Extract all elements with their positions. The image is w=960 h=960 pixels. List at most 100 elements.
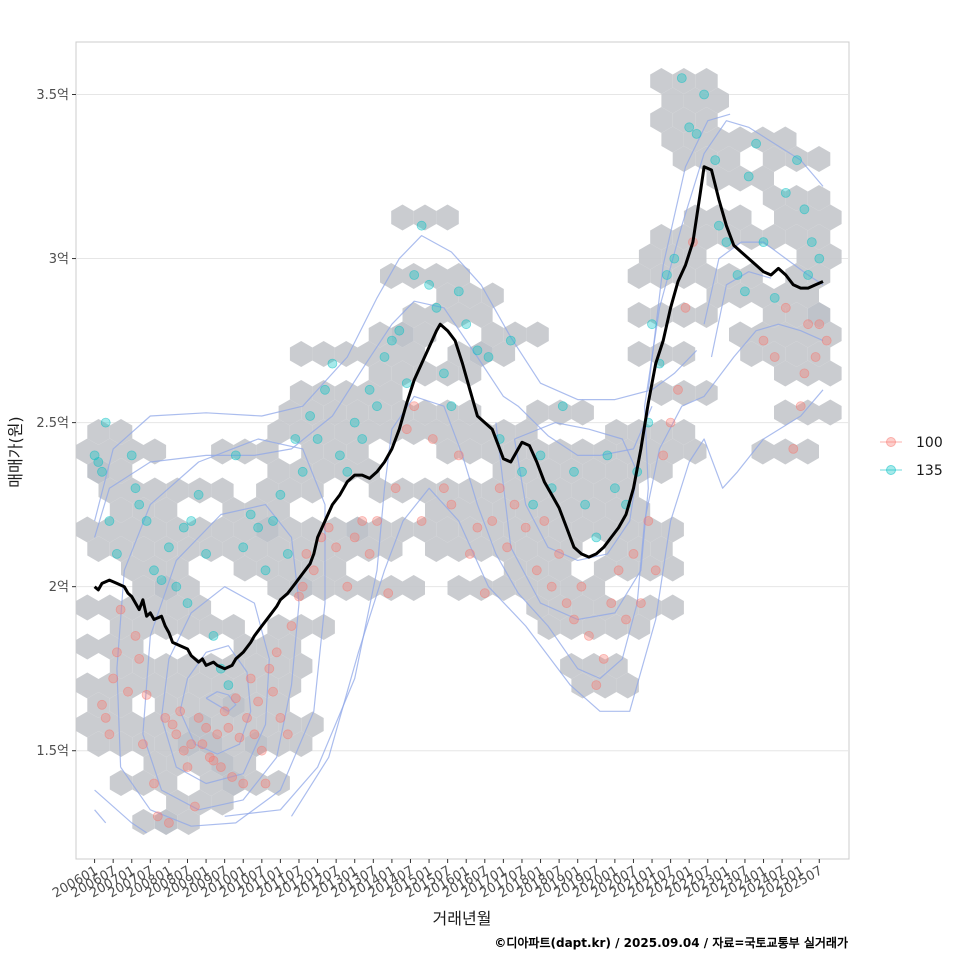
point-series-135-23: [238, 542, 249, 553]
point-series-100-44: [275, 713, 286, 723]
hex-bin: [650, 107, 673, 133]
hex-bin: [267, 458, 290, 484]
hex-bin: [672, 419, 696, 445]
hex-bin: [289, 614, 313, 640]
legend-key-135: [886, 465, 896, 475]
hex-bin: [199, 770, 223, 796]
hex-bin: [143, 516, 167, 543]
hex-bin: [278, 516, 302, 543]
hex-bin: [582, 575, 606, 601]
point-series-135-11: [156, 575, 167, 585]
hex-bin: [143, 672, 167, 699]
point-series-100-67: [453, 450, 464, 461]
point-series-135-75: [676, 73, 687, 83]
hex-bin: [537, 575, 561, 601]
hex-bin: [346, 516, 369, 543]
hex-bin: [289, 731, 313, 757]
hex-bin: [177, 575, 200, 601]
hex-bin: [785, 341, 808, 367]
hex-bin: [425, 536, 448, 562]
hex-bin: [526, 477, 549, 504]
hex-bin: [211, 711, 234, 738]
point-series-135-87: [792, 155, 802, 166]
hex-bin: [425, 419, 448, 445]
point-series-135-31: [297, 466, 308, 477]
hex-bin: [560, 497, 583, 523]
point-series-135-44: [394, 325, 405, 336]
hex-bin: [796, 399, 819, 426]
hex-bin: [571, 594, 594, 621]
legend-label-135: 135: [916, 463, 943, 479]
hex-bin: [436, 204, 459, 231]
y-axis: 1.5억 2억 2.5억 3억 3.5억: [36, 88, 76, 759]
point-series-100-72: [494, 483, 505, 494]
hex-bin: [109, 419, 133, 445]
hex-bin: [458, 516, 482, 543]
hex-bin: [154, 497, 178, 523]
point-series-135-25: [253, 522, 264, 533]
hex-bin: [706, 126, 729, 153]
trend-line: [93, 165, 824, 671]
point-series-135-86: [780, 187, 791, 198]
hex-bin: [548, 438, 572, 465]
hex-bin: [121, 555, 144, 582]
hex-bin: [593, 555, 617, 582]
point-series-100-2: [104, 729, 115, 740]
point-series-135-93: [714, 220, 724, 231]
point-series-135-57: [505, 335, 516, 346]
hex-bin: [402, 302, 425, 328]
hex-bin: [143, 477, 167, 504]
point-series-135-26: [260, 565, 271, 576]
density-contour-4: [116, 438, 326, 827]
point-series-100-70: [479, 588, 490, 599]
hex-bin: [796, 243, 819, 270]
density-contour-2: [160, 586, 270, 785]
hex-bin: [143, 750, 167, 777]
point-series-135-66: [602, 450, 613, 461]
point-series-100-103: [803, 319, 813, 330]
hex-bin: [560, 458, 583, 484]
hex-bin: [244, 536, 268, 562]
hex-bin: [76, 711, 99, 738]
hex-bin: [256, 438, 279, 465]
point-series-100-38: [253, 696, 264, 707]
hex-bin: [267, 692, 290, 718]
hex-bin: [154, 770, 178, 796]
point-series-100-5: [115, 604, 126, 615]
hex-bin: [199, 731, 223, 757]
point-series-100-48: [297, 581, 308, 592]
hex-bin: [582, 497, 606, 523]
point-series-135-37: [342, 466, 353, 477]
point-series-100-56: [357, 516, 368, 526]
point-series-100-6: [123, 686, 133, 697]
hex-bin: [289, 536, 313, 562]
hex-bin: [199, 536, 223, 562]
point-series-100-98: [758, 335, 769, 346]
point-series-100-16: [171, 729, 182, 740]
point-series-100-91: [643, 516, 654, 526]
hex-bin: [267, 770, 290, 796]
y-tick-label-4: 3.5억: [36, 88, 69, 103]
hex-bin: [402, 419, 425, 445]
point-series-100-18: [178, 745, 189, 756]
point-series-135-13: [171, 581, 182, 592]
hex-bin: [796, 204, 819, 231]
hex-bin: [627, 497, 651, 523]
hex-bin: [380, 341, 403, 367]
hex-bin: [154, 692, 178, 718]
hex-bin: [413, 516, 437, 543]
hex-bin: [368, 360, 392, 387]
hex-bin: [76, 594, 99, 621]
point-series-135-30: [290, 434, 301, 444]
hex-bin: [762, 224, 786, 250]
point-series-100-14: [163, 818, 174, 828]
hex-bin: [222, 653, 245, 679]
hex-bin: [256, 633, 279, 660]
point-series-100-0: [97, 699, 107, 710]
point-series-135-73: [662, 270, 672, 280]
hex-bin: [503, 321, 527, 348]
point-series-135-85: [769, 292, 780, 303]
point-series-100-30: [223, 722, 234, 733]
hex-bin: [492, 341, 516, 367]
hex-bin: [76, 672, 99, 699]
